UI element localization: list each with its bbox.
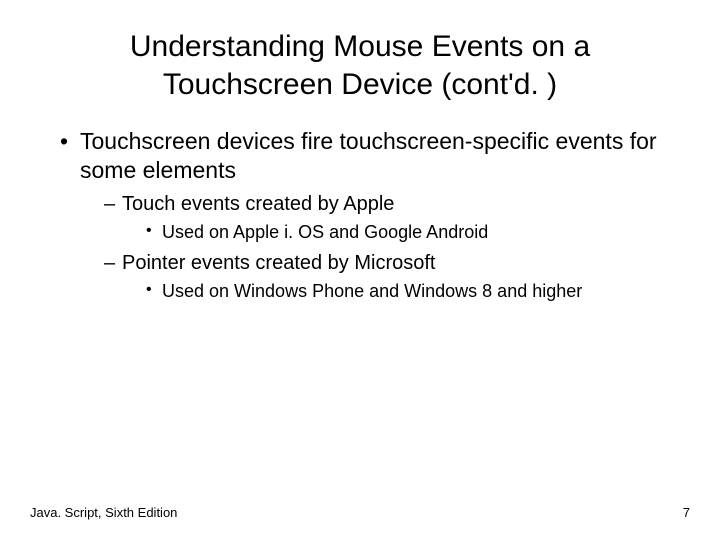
- bullet-list-level2: Touch events created by Apple Used on Ap…: [80, 191, 670, 304]
- footer-page-number: 7: [683, 505, 690, 520]
- bullet-item: Used on Windows Phone and Windows 8 and …: [146, 280, 670, 303]
- title-line-2: Touchscreen Device (cont'd. ): [163, 68, 557, 101]
- bullet-text: Touch events created by Apple: [122, 193, 394, 215]
- bullet-list-level3: Used on Apple i. OS and Google Android: [122, 221, 670, 244]
- bullet-item: Used on Apple i. OS and Google Android: [146, 221, 670, 244]
- slide-title: Understanding Mouse Events on a Touchscr…: [70, 28, 650, 103]
- bullet-item: Touch events created by Apple Used on Ap…: [104, 191, 670, 244]
- bullet-text: Pointer events created by Microsoft: [122, 252, 435, 274]
- title-line-1: Understanding Mouse Events on a: [130, 30, 590, 63]
- bullet-text: Used on Windows Phone and Windows 8 and …: [162, 281, 582, 301]
- bullet-list-level1: Touchscreen devices fire touchscreen-spe…: [40, 127, 690, 303]
- bullet-item: Pointer events created by Microsoft Used…: [104, 250, 670, 303]
- bullet-item: Touchscreen devices fire touchscreen-spe…: [60, 127, 670, 303]
- footer-left: Java. Script, Sixth Edition: [30, 505, 177, 520]
- slide: Understanding Mouse Events on a Touchscr…: [0, 0, 720, 540]
- bullet-text: Touchscreen devices fire touchscreen-spe…: [80, 128, 657, 183]
- bullet-list-level3: Used on Windows Phone and Windows 8 and …: [122, 280, 670, 303]
- bullet-text: Used on Apple i. OS and Google Android: [162, 222, 488, 242]
